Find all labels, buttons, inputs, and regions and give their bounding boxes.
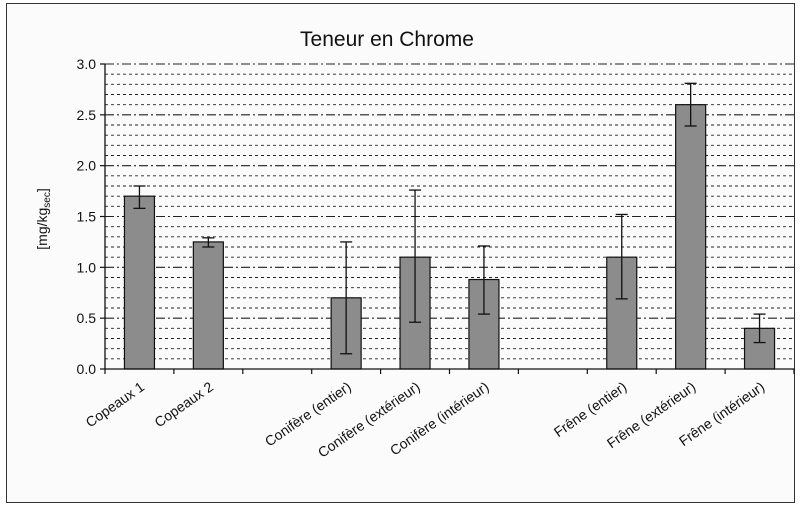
error-bar xyxy=(340,241,353,355)
bar xyxy=(675,104,707,370)
bar xyxy=(192,241,224,370)
y-axis-label-main: [mg/kg xyxy=(34,208,50,250)
y-tick-label: 1.5 xyxy=(77,209,97,225)
y-tick-label: 2.0 xyxy=(77,158,97,174)
y-tick-label: 1.0 xyxy=(77,259,97,275)
y-axis-label: [mg/kgsec] xyxy=(34,188,53,249)
y-tick-label: 2.5 xyxy=(77,107,97,123)
chrome-content-chart: Teneur en Chrome [mg/kgsec] 0.0 0.5 1.0 1.5… xyxy=(34,28,795,461)
axes xyxy=(100,63,795,374)
x-tick-labels: Copeaux 1 Copeaux 2 Conifère (entier)Conif… xyxy=(83,378,768,460)
y-axis-label-subscript: sec xyxy=(42,192,53,208)
error-bar xyxy=(202,237,215,248)
error-bar xyxy=(477,245,490,315)
error-bars xyxy=(133,82,766,355)
x-tick-label: Copeaux 2 xyxy=(151,378,216,430)
error-bar xyxy=(753,313,766,344)
y-tick-labels: 0.0 0.5 1.0 1.5 2.0 2.5 3.0 xyxy=(77,56,97,377)
x-tick-label: Copeaux 1 xyxy=(83,378,148,430)
y-axis-label-close: ] xyxy=(34,188,50,192)
y-tick-label: 0.0 xyxy=(77,361,97,377)
y-tick-label: 3.0 xyxy=(77,56,97,72)
y-tick-label: 0.5 xyxy=(77,310,97,326)
bar xyxy=(123,195,156,370)
chart-title: Teneur en Chrome xyxy=(300,28,474,51)
error-bar xyxy=(684,82,697,127)
error-bar xyxy=(615,213,628,300)
error-bar xyxy=(133,185,146,210)
error-bar xyxy=(409,189,422,323)
chart-frame: Teneur en Chrome [mg/kgsec] 0.0 0.5 1.0 1.5… xyxy=(6,3,795,503)
